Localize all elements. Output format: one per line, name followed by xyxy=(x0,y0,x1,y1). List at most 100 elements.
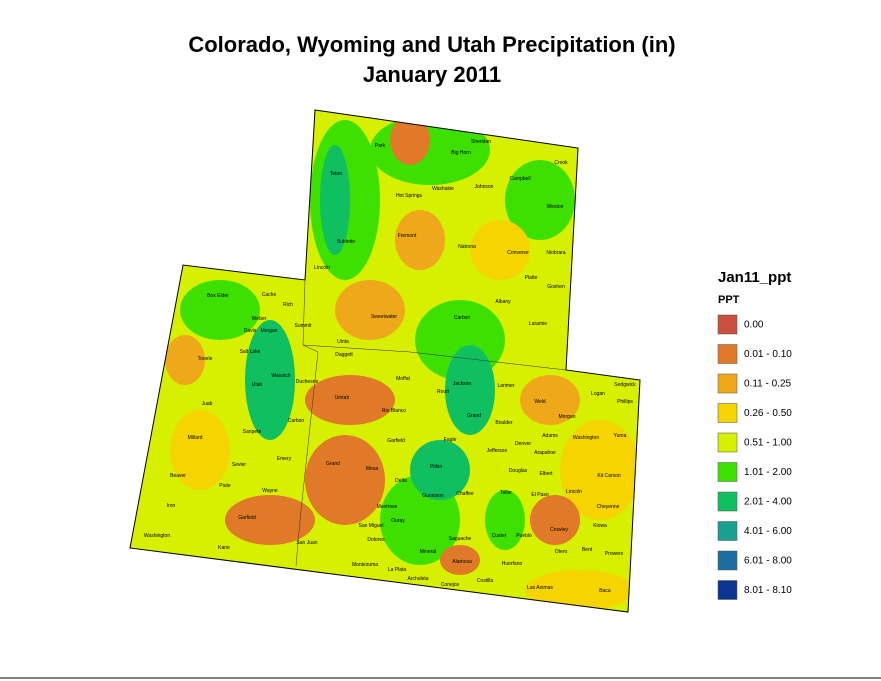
county-label: Weld xyxy=(534,399,546,405)
county-label: Duchesne xyxy=(296,379,319,385)
county-label: Wasatch xyxy=(271,373,290,379)
title: Colorado, Wyoming and Utah Precipitation… xyxy=(188,32,675,57)
county-label: Garfield xyxy=(387,438,405,444)
county-label: Boulder xyxy=(495,420,513,426)
county-label: Natrona xyxy=(458,244,476,250)
legend-swatch xyxy=(717,462,738,482)
county-label: Rio Blanco xyxy=(382,408,406,414)
county-label: Hot Springs xyxy=(396,193,423,199)
county-label: Jackson xyxy=(453,381,472,387)
county-label: Uinta xyxy=(337,339,349,345)
county-label: Sevier xyxy=(232,462,247,468)
county-label: Johnson xyxy=(475,184,494,190)
county-label: Otero xyxy=(555,549,568,555)
county-label: Routt xyxy=(437,389,450,395)
legend-label: 6.01 - 8.00 xyxy=(744,556,792,567)
county-label: Huerfano xyxy=(502,561,523,567)
county-label: Custer xyxy=(492,533,507,539)
county-label: Carbon xyxy=(454,315,471,321)
legend-swatch xyxy=(717,403,738,423)
county-label: Weber xyxy=(252,316,267,322)
county-label: Cache xyxy=(262,292,277,298)
legend-swatch xyxy=(717,550,738,571)
county-label: Summit xyxy=(295,323,313,329)
county-label: Delta xyxy=(395,478,407,484)
legend-label: 2.01 - 4.00 xyxy=(744,497,792,508)
county-label: Alamosa xyxy=(452,559,472,565)
legend-label: 8.01 - 8.10 xyxy=(744,585,792,596)
county-label: Bent xyxy=(582,547,593,553)
county-label: Converse xyxy=(507,250,529,256)
legend-label: 0.26 - 0.50 xyxy=(744,408,792,419)
legend-label: 0.11 - 0.25 xyxy=(744,379,792,390)
county-label: San Juan xyxy=(296,540,317,546)
county-label: Sheridan xyxy=(471,139,491,145)
county-label: Weston xyxy=(547,204,564,210)
county-label: Las Animas xyxy=(527,585,553,591)
legend-swatch xyxy=(717,432,738,453)
county-label: Juab xyxy=(202,401,213,407)
county-label: Garfield xyxy=(238,515,256,521)
county-label: Daggett xyxy=(335,352,353,358)
legend-label: 1.01 - 2.00 xyxy=(744,467,792,478)
county-label: Elbert xyxy=(539,471,553,477)
legend-label: 4.01 - 6.00 xyxy=(744,526,792,537)
county-label: Teton xyxy=(330,171,342,177)
county-label: Phillips xyxy=(617,399,633,405)
county-label: Mesa xyxy=(366,466,378,472)
county-label: Arapahoe xyxy=(534,450,556,456)
county-label: Douglas xyxy=(509,468,528,474)
county-label: Utah xyxy=(252,382,263,388)
county-label: Uintah xyxy=(335,395,350,401)
county-label: Grand xyxy=(326,461,340,467)
county-label: Park xyxy=(375,143,386,149)
county-label: Eagle xyxy=(444,437,457,443)
county-label: Baca xyxy=(599,588,611,594)
county-label: Wayne xyxy=(262,488,278,494)
county-label: Goshen xyxy=(547,284,565,290)
county-label: Lincoln xyxy=(566,489,582,495)
county-label: Grand xyxy=(467,413,481,419)
county-label: Morgan xyxy=(559,414,576,420)
county-label: Montezuma xyxy=(352,562,378,568)
county-label: Davis xyxy=(244,328,257,334)
county-label: Montrose xyxy=(377,504,398,510)
legend-title: Jan11_ppt xyxy=(718,269,791,286)
county-label: San Miguel xyxy=(358,523,383,529)
region-outline xyxy=(129,109,641,613)
county-label: Sweetwater xyxy=(371,314,397,320)
county-label: Prowers xyxy=(605,551,624,557)
county-label: Moffat xyxy=(396,376,410,382)
legend-swatch xyxy=(717,580,738,600)
legend: 0.00 0.01 - 0.10 0.11 - 0.25 0.26 - 0.50 0.5… xyxy=(717,314,792,600)
county-label: Gunnison xyxy=(422,493,444,499)
county-label: Ouray xyxy=(391,518,405,524)
county-label: Logan xyxy=(591,391,605,397)
legend-subtitle: PPT xyxy=(718,294,740,306)
county-label: Lincoln xyxy=(314,265,330,271)
county-label: Teller xyxy=(500,490,512,496)
county-label: Sedgwick xyxy=(614,382,636,388)
title: January 2011 xyxy=(363,62,501,87)
county-label: Dolores xyxy=(367,537,385,543)
county-label: Mineral xyxy=(420,549,436,555)
legend-swatch xyxy=(717,521,738,541)
county-label: Cheyenne xyxy=(597,504,620,510)
county-label: Iron xyxy=(167,503,176,509)
county-label: Emery xyxy=(277,456,292,462)
county-label: Denver xyxy=(515,441,531,447)
county-label: Sublette xyxy=(337,239,356,245)
county-label: Millard xyxy=(188,435,203,441)
county-label: Laramie xyxy=(529,321,547,327)
legend-label: 0.01 - 0.10 xyxy=(744,349,792,360)
legend-swatch xyxy=(717,344,738,364)
county-label: Kane xyxy=(218,545,230,551)
legend-label: 0.51 - 1.00 xyxy=(744,438,792,449)
county-label: Carbon xyxy=(288,418,305,424)
precip-map xyxy=(130,110,640,612)
county-label: Saguache xyxy=(449,536,472,542)
county-label: Crook xyxy=(554,160,568,166)
legend-swatch xyxy=(717,373,738,394)
county-label: El Paso xyxy=(531,492,548,498)
county-label: Sanpete xyxy=(243,429,262,435)
